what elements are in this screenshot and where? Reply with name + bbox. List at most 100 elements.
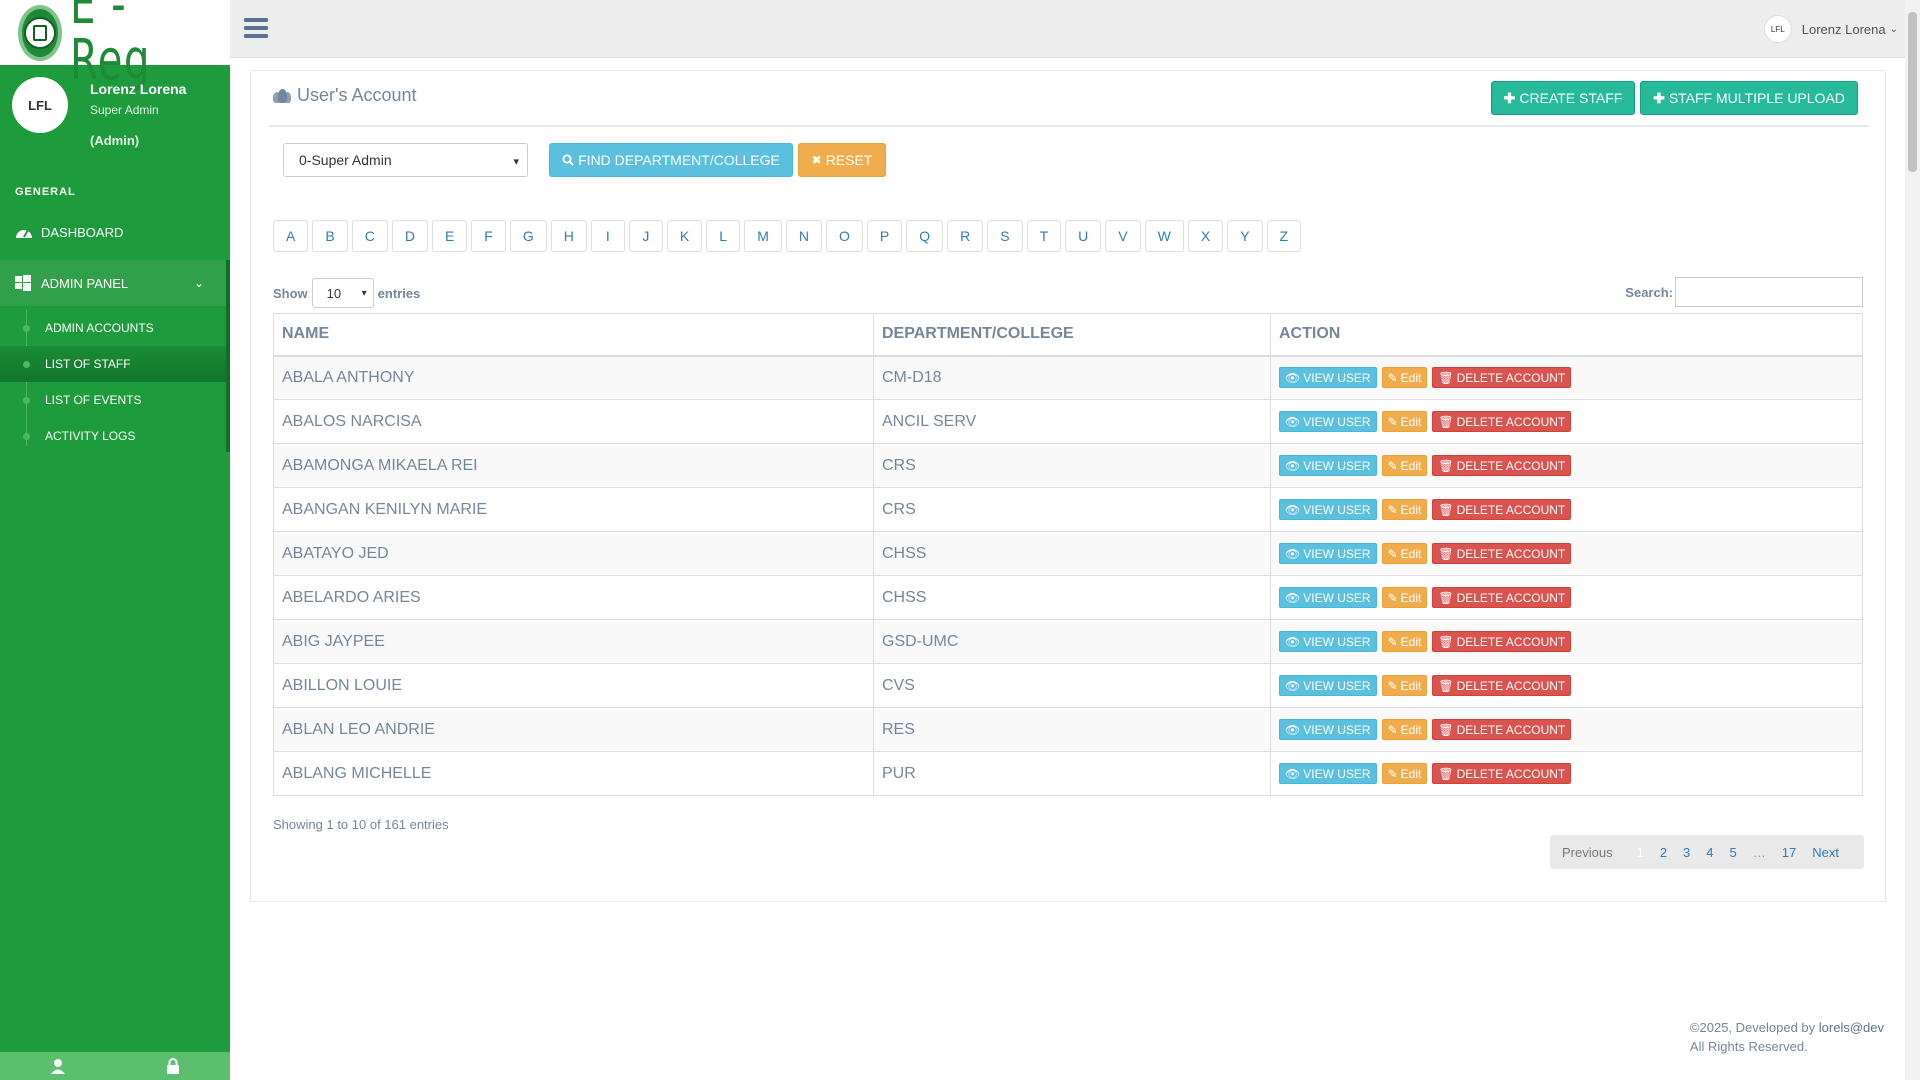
search-input[interactable]: [1675, 277, 1863, 307]
scroll-thumb[interactable]: [1908, 12, 1917, 172]
view-user-button[interactable]: 👁 VIEW USER: [1279, 455, 1377, 476]
letter-filter-o[interactable]: O: [826, 220, 863, 252]
section-title: GENERAL: [15, 186, 76, 198]
letter-filter-v[interactable]: V: [1105, 220, 1141, 252]
letter-filter-i[interactable]: I: [590, 220, 625, 252]
view-user-button[interactable]: 👁 VIEW USER: [1279, 411, 1377, 432]
view-user-button[interactable]: 👁 VIEW USER: [1279, 763, 1377, 784]
letter-filter-g[interactable]: G: [509, 220, 547, 252]
delete-account-button[interactable]: 🗑 DELETE ACCOUNT: [1432, 499, 1572, 520]
view-user-button[interactable]: 👁 VIEW USER: [1279, 499, 1377, 520]
profile-name: Lorenz Lorena: [90, 81, 187, 97]
letter-filter-e[interactable]: E: [431, 220, 468, 252]
edit-button[interactable]: ✎ Edit: [1381, 367, 1428, 389]
edit-button[interactable]: ✎ Edit: [1381, 455, 1428, 476]
table-row: ABALA ANTHONY CM-D18 👁 VIEW USER ✎ Edit 🗑 DELET…: [273, 355, 1863, 400]
pencil-icon: ✎: [1387, 458, 1398, 473]
cell-name: ABILLON LOUIE: [273, 663, 874, 708]
letter-filter-k[interactable]: K: [666, 220, 703, 252]
delete-account-button[interactable]: 🗑 DELETE ACCOUNT: [1432, 411, 1572, 432]
letter-filter-n[interactable]: N: [785, 220, 822, 252]
pagination-page[interactable]: 3: [1683, 844, 1691, 860]
nav-admin-panel[interactable]: ADMIN PANEL ⌄: [0, 260, 226, 306]
edit-button[interactable]: ✎ Edit: [1381, 499, 1428, 520]
find-department-button[interactable]: FIND DEPARTMENT/COLLEGE: [549, 143, 793, 177]
pagination-page[interactable]: 2: [1659, 844, 1668, 860]
letter-filter-t[interactable]: T: [1026, 220, 1062, 252]
delete-account-button[interactable]: 🗑 DELETE ACCOUNT: [1432, 367, 1572, 389]
col-name[interactable]: NAME: [273, 313, 874, 357]
delete-account-button[interactable]: 🗑 DELETE ACCOUNT: [1432, 587, 1572, 608]
delete-account-button[interactable]: 🗑 DELETE ACCOUNT: [1432, 719, 1572, 740]
edit-button[interactable]: ✎ Edit: [1381, 411, 1428, 432]
delete-account-button[interactable]: 🗑 DELETE ACCOUNT: [1432, 763, 1572, 784]
user-menu[interactable]: LFL Lorenz Lorena ⌄: [1763, 15, 1898, 43]
view-user-button[interactable]: 👁 VIEW USER: [1279, 631, 1377, 652]
letter-filter-r[interactable]: R: [947, 220, 984, 252]
edit-button[interactable]: ✎ Edit: [1381, 543, 1428, 564]
pagination-previous[interactable]: Previous: [1562, 844, 1613, 860]
view-user-button[interactable]: 👁 VIEW USER: [1279, 367, 1377, 389]
lock-icon[interactable]: [166, 1058, 180, 1074]
view-user-button[interactable]: 👁 VIEW USER: [1279, 543, 1377, 564]
letter-filter-w[interactable]: W: [1144, 220, 1184, 252]
sidebar-item-list-of-events[interactable]: LIST OF EVENTS: [0, 382, 230, 418]
user-icon[interactable]: [50, 1058, 66, 1074]
letter-filter-m[interactable]: M: [744, 220, 782, 252]
pagination-page[interactable]: 1: [1636, 844, 1644, 860]
menu-toggle-icon[interactable]: [244, 18, 268, 38]
edit-button[interactable]: ✎ Edit: [1381, 719, 1428, 740]
logo[interactable]: E - Reg: [0, 0, 230, 88]
cell-action: 👁 VIEW USER ✎ Edit 🗑 DELETE ACCOUNT: [1270, 663, 1863, 708]
letter-filter-s[interactable]: S: [987, 220, 1023, 252]
letter-filter-y[interactable]: Y: [1227, 220, 1263, 252]
entries-select[interactable]: 10 ▾: [311, 278, 374, 308]
pagination-page[interactable]: 4: [1706, 844, 1714, 860]
pencil-icon: ✎: [1387, 634, 1398, 649]
delete-account-button[interactable]: 🗑 DELETE ACCOUNT: [1432, 455, 1572, 476]
delete-label: DELETE ACCOUNT: [1456, 678, 1566, 693]
letter-filter-j[interactable]: J: [628, 220, 663, 252]
col-department[interactable]: DEPARTMENT/COLLEGE: [873, 313, 1271, 357]
view-user-button[interactable]: 👁 VIEW USER: [1279, 675, 1377, 696]
edit-button[interactable]: ✎ Edit: [1381, 675, 1428, 696]
reset-button[interactable]: ✖ RESET: [798, 143, 886, 177]
cell-name: ABIG JAYPEE: [273, 619, 874, 664]
sidebar-item-admin-accounts[interactable]: ADMIN ACCOUNTS: [0, 310, 230, 346]
letter-filter-a[interactable]: A: [273, 220, 309, 252]
delete-account-button[interactable]: 🗑 DELETE ACCOUNT: [1432, 675, 1572, 696]
pencil-icon: ✎: [1387, 678, 1398, 693]
letter-filter-p[interactable]: P: [866, 220, 903, 252]
windows-icon: [15, 275, 31, 291]
letter-filter-l[interactable]: L: [706, 220, 741, 252]
letter-filter-c[interactable]: C: [351, 220, 388, 252]
view-label: VIEW USER: [1303, 370, 1371, 385]
page-scrollbar[interactable]: [1905, 0, 1920, 1080]
edit-button[interactable]: ✎ Edit: [1381, 631, 1428, 652]
letter-filter-b[interactable]: B: [312, 220, 348, 252]
letter-filter-d[interactable]: D: [391, 220, 428, 252]
pagination-page[interactable]: 17: [1781, 844, 1797, 860]
sidebar-scrollbar[interactable]: [226, 260, 230, 452]
staff-multiple-upload-button[interactable]: ✚ STAFF MULTIPLE UPLOAD: [1640, 81, 1858, 115]
delete-account-button[interactable]: 🗑 DELETE ACCOUNT: [1432, 631, 1572, 652]
letter-filter-f[interactable]: F: [471, 220, 506, 252]
sidebar-item-activity-logs[interactable]: ACTIVITY LOGS: [0, 418, 230, 454]
edit-button[interactable]: ✎ Edit: [1381, 587, 1428, 608]
pagination-page[interactable]: 5: [1729, 844, 1737, 860]
letter-filter-u[interactable]: U: [1065, 220, 1102, 252]
role-filter-select[interactable]: 0-Super Admin ▾: [283, 143, 528, 177]
pagination-next[interactable]: Next: [1812, 844, 1839, 860]
view-user-button[interactable]: 👁 VIEW USER: [1279, 719, 1377, 740]
letter-filter-x[interactable]: X: [1187, 220, 1224, 252]
view-user-button[interactable]: 👁 VIEW USER: [1279, 587, 1377, 608]
letter-filter-z[interactable]: Z: [1266, 220, 1302, 252]
sidebar-item-list-of-staff[interactable]: LIST OF STAFF: [0, 346, 230, 382]
letter-filter-h[interactable]: H: [550, 220, 587, 252]
delete-account-button[interactable]: 🗑 DELETE ACCOUNT: [1432, 543, 1572, 564]
nav-dashboard[interactable]: DASHBOARD: [0, 216, 230, 248]
edit-button[interactable]: ✎ Edit: [1381, 763, 1428, 784]
letter-filter-q[interactable]: Q: [906, 220, 944, 252]
create-staff-button[interactable]: ✚ CREATE STAFF: [1491, 81, 1635, 115]
footer-dev-link[interactable]: lorels@dev: [1818, 1020, 1884, 1035]
